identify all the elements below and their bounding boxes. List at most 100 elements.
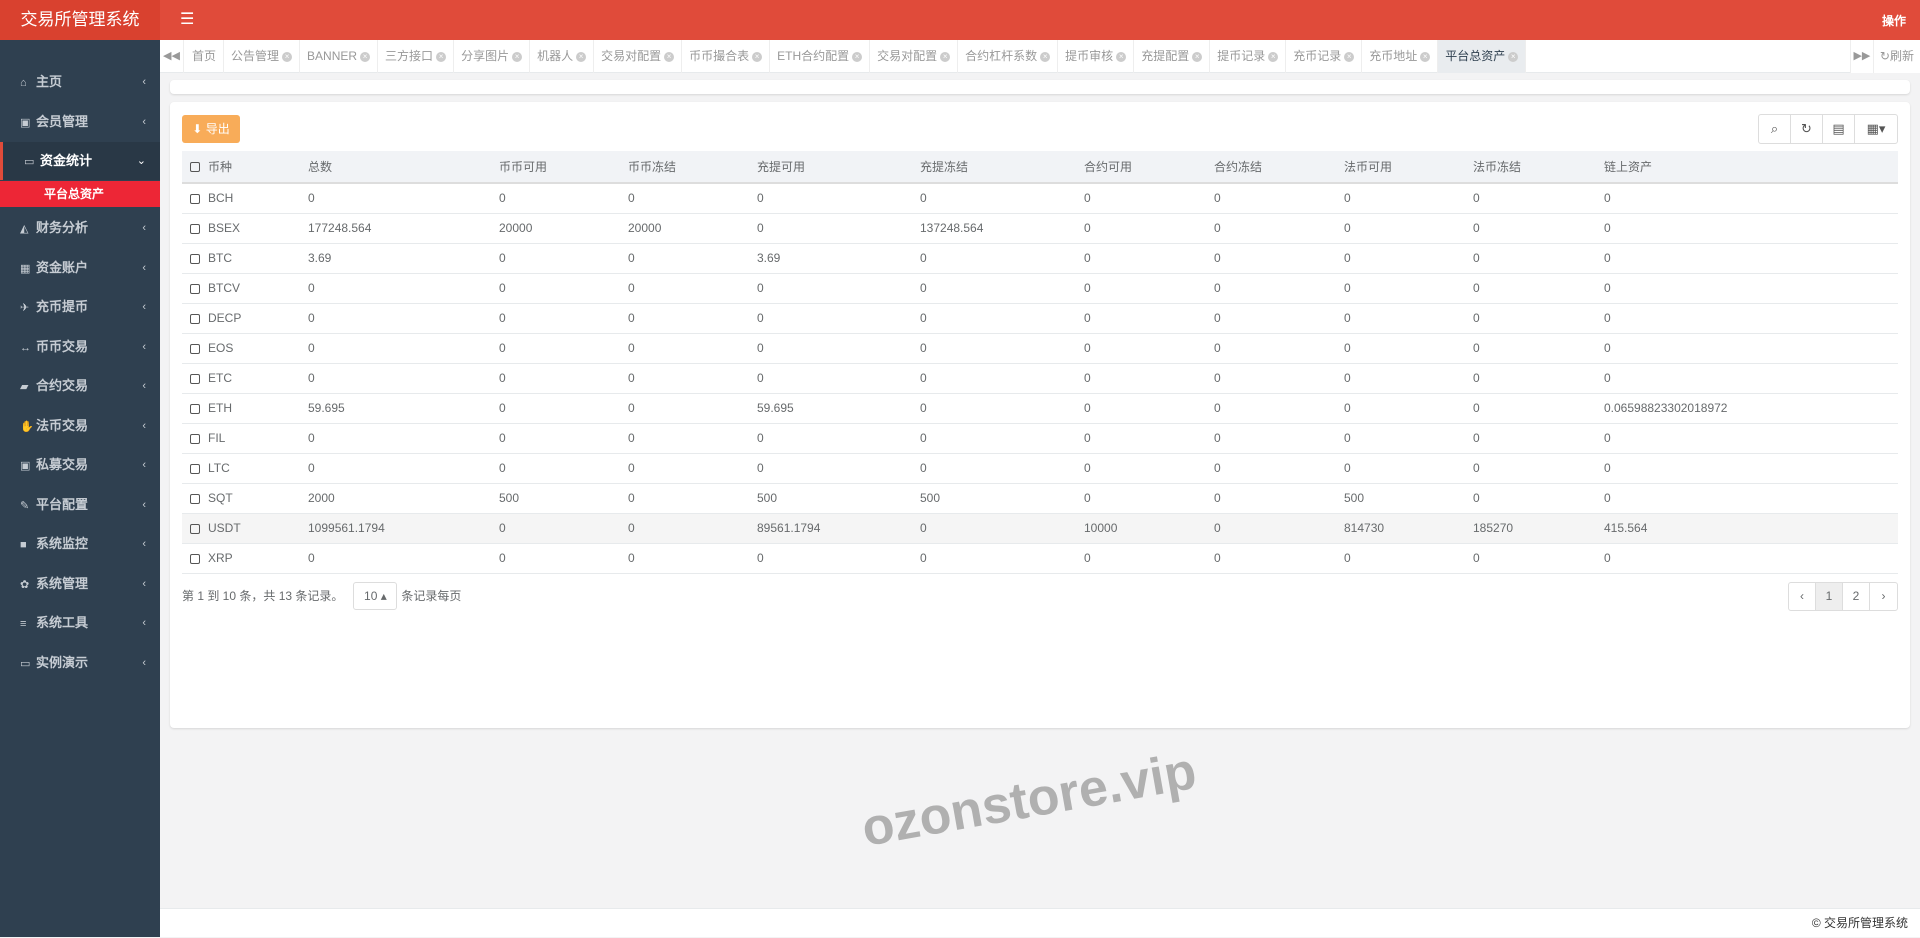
sidebar-item-9[interactable]: ▣ 私募交易 ‹ xyxy=(0,446,160,484)
page-2-button[interactable]: 2 xyxy=(1843,583,1870,610)
close-icon[interactable]: × xyxy=(1116,51,1127,62)
asset-table: 币种 总数 币币可用 币币冻结 充提可用 充提冻结 合约可用 合约冻结 法币可用 法币冻结 链上资产… xyxy=(182,151,1898,574)
column-header[interactable]: 链上资产 xyxy=(1604,151,1898,184)
sidebar-item-10[interactable]: ✎ 平台配置 ‹ xyxy=(0,486,160,524)
tab-10[interactable]: 合约杠杆系数 × xyxy=(958,40,1059,73)
close-icon[interactable]: × xyxy=(282,51,293,62)
column-header[interactable]: 合约冻结 xyxy=(1214,151,1344,184)
tab-7[interactable]: 币币撮合表 × xyxy=(682,40,771,73)
table-cell: 0 xyxy=(1473,273,1604,304)
close-icon[interactable]: × xyxy=(1420,51,1431,62)
refresh-button[interactable]: ↻刷新 xyxy=(1879,49,1914,63)
sidebar-item-3[interactable]: ◭ 财务分析 ‹ xyxy=(0,209,160,247)
export-button[interactable]: ⬇ 导出 xyxy=(182,115,240,143)
column-header[interactable]: 合约可用 xyxy=(1084,151,1214,184)
sidebar-item-2[interactable]: ▭ 资金统计 ⌄ xyxy=(0,142,160,180)
sidebar-item-8[interactable]: ✋ 法币交易 ‹ xyxy=(0,407,160,445)
close-icon[interactable]: × xyxy=(436,51,447,62)
column-header[interactable]: 法币冻结 xyxy=(1473,151,1604,184)
table-cell: 0 xyxy=(1473,183,1604,214)
close-icon[interactable]: × xyxy=(752,51,763,62)
page-size-select[interactable]: 10 ▴ xyxy=(353,582,398,610)
user-card-icon: ▣ xyxy=(20,460,31,472)
column-header[interactable]: 币币冻结 xyxy=(628,151,757,184)
toggle-view-icon[interactable]: ▤ xyxy=(1823,115,1855,143)
tab-3[interactable]: 三方接口 × xyxy=(378,40,455,73)
tabs-scroll-right-icon[interactable]: ▶▶ xyxy=(1849,40,1874,73)
close-icon[interactable]: × xyxy=(360,51,371,62)
row-checkbox[interactable] xyxy=(190,493,200,504)
select-all-checkbox[interactable] xyxy=(190,162,200,173)
table-cell: 0 xyxy=(757,273,920,304)
tab-11[interactable]: 提币审核 × xyxy=(1058,40,1135,73)
tab-8[interactable]: ETH合约配置 × xyxy=(770,40,871,73)
table-cell: BCH xyxy=(208,183,308,214)
row-checkbox[interactable] xyxy=(190,194,200,205)
row-checkbox[interactable] xyxy=(190,223,200,234)
row-checkbox[interactable] xyxy=(190,253,200,264)
sidebar-item-14[interactable]: ▭ 实例演示 ‹ xyxy=(0,644,160,682)
tabs-scroll-left-icon[interactable]: ◀◀ xyxy=(160,40,184,73)
tab-0[interactable]: 首页 xyxy=(185,40,225,73)
row-checkbox[interactable] xyxy=(190,523,200,534)
column-header[interactable]: 总数 xyxy=(308,151,499,184)
column-header[interactable]: 币币可用 xyxy=(499,151,628,184)
row-checkbox[interactable] xyxy=(190,403,200,414)
close-icon[interactable]: × xyxy=(512,51,523,62)
prev-page-button[interactable]: ‹ xyxy=(1789,583,1816,610)
sidebar-item-6[interactable]: ↔ 币币交易 ‹ xyxy=(0,328,160,366)
sidebar-item-5[interactable]: ✈ 充币提币 ‹ xyxy=(0,288,160,326)
sidebar-item-4[interactable]: ▦ 资金账户 ‹ xyxy=(0,249,160,287)
tab-15[interactable]: 充币地址 × xyxy=(1362,40,1439,73)
close-icon[interactable]: × xyxy=(1192,51,1203,62)
row-checkbox[interactable] xyxy=(190,343,200,354)
refresh-icon[interactable]: ↻ xyxy=(1791,115,1823,143)
tab-5[interactable]: 机器人 × xyxy=(530,40,595,73)
close-icon[interactable]: × xyxy=(1344,51,1355,62)
sidebar-item-13[interactable]: ≡ 系统工具 ‹ xyxy=(0,604,160,642)
columns-icon[interactable]: ▦▾ xyxy=(1866,121,1886,136)
close-icon[interactable]: × xyxy=(1040,51,1051,62)
row-checkbox[interactable] xyxy=(190,463,200,474)
operate-menu[interactable]: 操作 xyxy=(1881,14,1906,28)
column-header[interactable]: 充提冻结 xyxy=(920,151,1084,184)
sidebar-item-1[interactable]: ▣ 会员管理 ‹ xyxy=(0,103,160,141)
page-1-button[interactable]: 1 xyxy=(1816,583,1843,610)
tab-4[interactable]: 分享图片 × xyxy=(454,40,531,73)
column-header[interactable]: 币种 xyxy=(208,151,308,184)
watermark: ozonstore.vip xyxy=(857,742,1201,858)
search-icon[interactable]: ⌕ xyxy=(1759,115,1791,143)
close-icon[interactable]: × xyxy=(940,51,951,62)
table-cell: ETH xyxy=(208,393,308,424)
close-icon[interactable]: × xyxy=(576,51,587,62)
row-checkbox[interactable] xyxy=(190,553,200,564)
close-icon[interactable]: × xyxy=(852,51,863,62)
row-checkbox[interactable] xyxy=(190,373,200,384)
table-cell: 0 xyxy=(499,243,628,274)
table-cell: 0 xyxy=(499,513,628,544)
next-page-button[interactable]: › xyxy=(1881,589,1886,603)
column-header[interactable]: 充提可用 xyxy=(757,151,920,184)
bars-icon: ≡ xyxy=(20,618,27,630)
tab-16[interactable]: 平台总资产 × xyxy=(1438,40,1527,73)
tab-9[interactable]: 交易对配置 × xyxy=(870,40,959,73)
sidebar-item-7[interactable]: ▰ 合约交易 ‹ xyxy=(0,367,160,405)
row-checkbox[interactable] xyxy=(190,313,200,324)
close-icon[interactable]: × xyxy=(1508,51,1519,62)
sidebar-item-0[interactable]: ⌂ 主页 ‹ xyxy=(0,63,160,101)
close-icon[interactable]: × xyxy=(664,51,675,62)
tab-13[interactable]: 提币记录 × xyxy=(1210,40,1287,73)
close-icon[interactable]: × xyxy=(1268,51,1279,62)
tab-14[interactable]: 充币记录 × xyxy=(1286,40,1363,73)
row-checkbox[interactable] xyxy=(190,283,200,294)
tab-6[interactable]: 交易对配置 × xyxy=(594,40,683,73)
tab-1[interactable]: 公告管理 × xyxy=(224,40,301,73)
row-checkbox[interactable] xyxy=(190,433,200,444)
hamburger-icon[interactable]: ☰ xyxy=(180,11,195,28)
sidebar-item-12[interactable]: ✿ 系统管理 ‹ xyxy=(0,565,160,603)
sidebar-item-11[interactable]: ■ 系统监控 ‹ xyxy=(0,525,160,563)
tab-2[interactable]: BANNER × xyxy=(300,40,379,73)
sidebar-subitem-platform-assets[interactable]: 平台总资产 xyxy=(0,181,160,207)
tab-12[interactable]: 充提配置 × xyxy=(1134,40,1211,73)
column-header[interactable]: 法币可用 xyxy=(1344,151,1473,184)
